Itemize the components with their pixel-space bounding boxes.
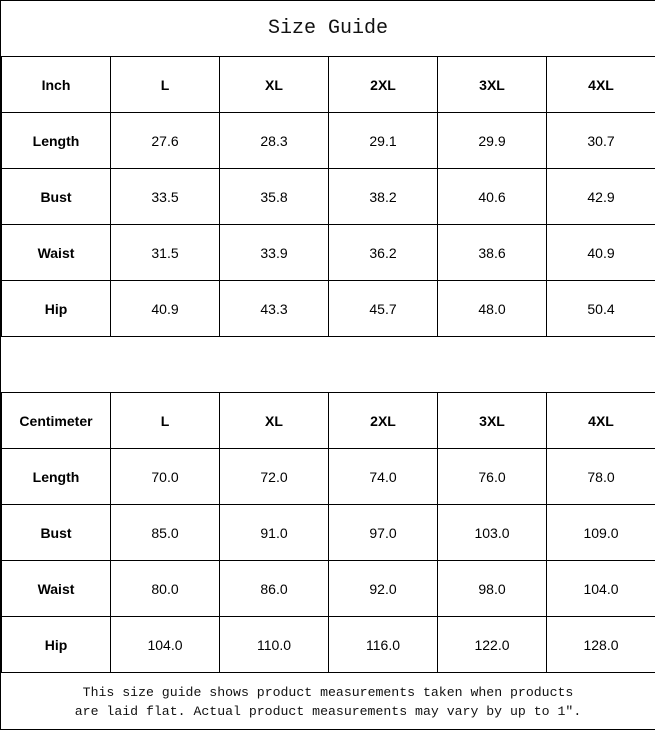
measurement-value: 80.0: [111, 561, 220, 617]
measurement-value: 97.0: [329, 505, 438, 561]
measurement-value: 91.0: [220, 505, 329, 561]
size-header: 2XL: [329, 393, 438, 449]
note-line-2: are laid flat. Actual product measuremen…: [75, 702, 581, 721]
measurement-value: 29.9: [438, 113, 547, 169]
measurement-value: 43.3: [220, 281, 329, 337]
measurement-value: 33.9: [220, 225, 329, 281]
page-title: Size Guide: [1, 1, 655, 57]
measurement-value: 122.0: [438, 617, 547, 673]
size-header: 3XL: [438, 393, 547, 449]
measurement-value: 86.0: [220, 561, 329, 617]
measurement-value: 74.0: [329, 449, 438, 505]
measurement-value: 40.9: [111, 281, 220, 337]
measurement-value: 128.0: [547, 617, 655, 673]
measurement-label: Hip: [2, 281, 111, 337]
measurement-value: 109.0: [547, 505, 655, 561]
measurement-value: 78.0: [547, 449, 655, 505]
measurement-label: Length: [2, 113, 111, 169]
measurement-value: 116.0: [329, 617, 438, 673]
unit-header: Centimeter: [2, 393, 111, 449]
measurement-value: 31.5: [111, 225, 220, 281]
measurement-label: Waist: [2, 561, 111, 617]
measurement-value: 76.0: [438, 449, 547, 505]
measurement-value: 33.5: [111, 169, 220, 225]
size-header: 4XL: [547, 57, 655, 113]
measurement-value: 27.6: [111, 113, 220, 169]
size-header: XL: [220, 393, 329, 449]
measurement-value: 30.7: [547, 113, 655, 169]
measurement-value: 72.0: [220, 449, 329, 505]
measurement-value: 103.0: [438, 505, 547, 561]
measurement-value: 28.3: [220, 113, 329, 169]
unit-header: Inch: [2, 57, 111, 113]
measurement-value: 48.0: [438, 281, 547, 337]
measurement-value: 36.2: [329, 225, 438, 281]
size-header: L: [111, 57, 220, 113]
measurement-value: 38.6: [438, 225, 547, 281]
note-line-1: This size guide shows product measuremen…: [83, 683, 574, 702]
measurement-label: Bust: [2, 169, 111, 225]
measurement-value: 85.0: [111, 505, 220, 561]
measurement-label: Waist: [2, 225, 111, 281]
measurement-value: 29.1: [329, 113, 438, 169]
measurement-value: 40.6: [438, 169, 547, 225]
size-header: 3XL: [438, 57, 547, 113]
size-header: XL: [220, 57, 329, 113]
measurement-value: 38.2: [329, 169, 438, 225]
measurement-note: This size guide shows product measuremen…: [1, 673, 655, 730]
measurement-value: 104.0: [547, 561, 655, 617]
measurement-label: Length: [2, 449, 111, 505]
measurement-value: 104.0: [111, 617, 220, 673]
measurement-value: 92.0: [329, 561, 438, 617]
measurement-value: 40.9: [547, 225, 655, 281]
measurement-value: 70.0: [111, 449, 220, 505]
table-spacer: [1, 337, 655, 393]
size-header: 4XL: [547, 393, 655, 449]
measurement-value: 98.0: [438, 561, 547, 617]
measurement-value: 45.7: [329, 281, 438, 337]
measurement-value: 35.8: [220, 169, 329, 225]
measurement-value: 50.4: [547, 281, 655, 337]
measurement-value: 42.9: [547, 169, 655, 225]
measurement-value: 110.0: [220, 617, 329, 673]
size-header: 2XL: [329, 57, 438, 113]
measurement-label: Bust: [2, 505, 111, 561]
size-header: L: [111, 393, 220, 449]
measurement-label: Hip: [2, 617, 111, 673]
